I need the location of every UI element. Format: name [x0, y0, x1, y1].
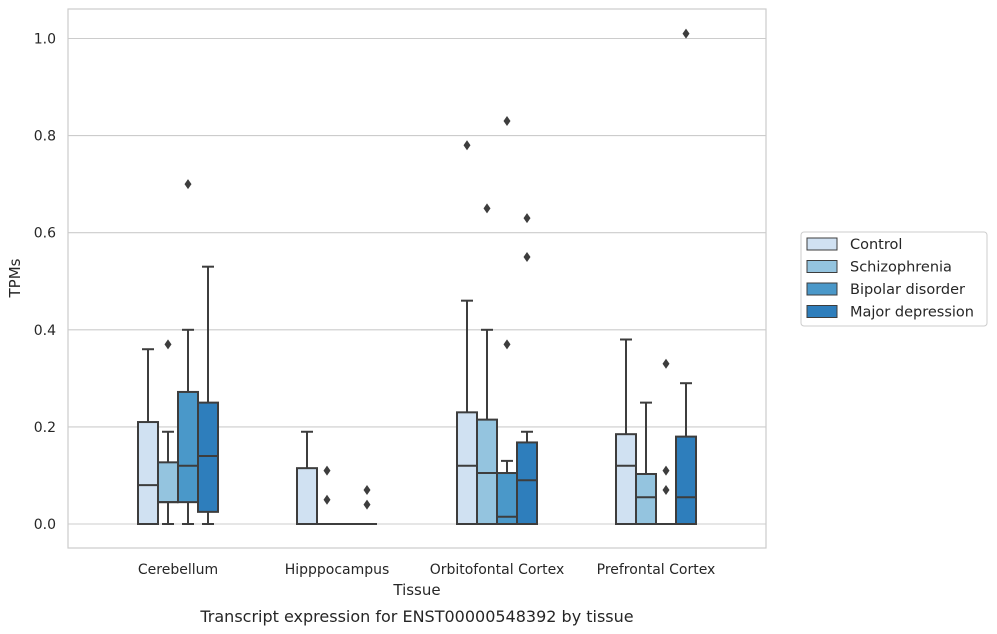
- box-body: [615, 433, 637, 525]
- box-body: [516, 441, 538, 526]
- legend-swatch: [806, 260, 838, 273]
- x-tick-label: Hipppocampus: [285, 562, 390, 578]
- box-body: [456, 411, 478, 525]
- box-2-3: [656, 358, 676, 525]
- box-3-0: [197, 265, 219, 525]
- box-0-2: [456, 140, 478, 525]
- box-body: [177, 390, 199, 504]
- box-body: [635, 472, 657, 525]
- outlier-point: [503, 116, 511, 127]
- outlier-point: [164, 339, 172, 350]
- legend-swatch: [806, 305, 838, 318]
- outlier-point: [463, 140, 471, 151]
- x-tick-label: Orbitofontal Cortex: [430, 562, 565, 578]
- box-groups: [137, 28, 697, 526]
- box-body: [296, 467, 318, 526]
- box-3-3: [675, 28, 697, 525]
- y-axis-label: TPMs: [6, 258, 24, 298]
- legend-label: Major depression: [850, 305, 974, 321]
- outlier-point: [323, 465, 331, 476]
- x-tick-label: Prefrontal Cortex: [597, 562, 716, 578]
- box-body: [137, 421, 159, 526]
- box-1-0: [157, 339, 179, 525]
- outlier-point: [523, 213, 531, 224]
- outlier-point: [323, 494, 331, 505]
- y-tick-label: 0.4: [34, 323, 56, 339]
- outlier-point: [503, 339, 511, 350]
- legend-frame: [800, 231, 988, 327]
- outlier-point: [184, 179, 192, 190]
- box-body: [675, 435, 697, 525]
- y-axis-ticks: 0.0 0.2 0.4 0.6 0.8 1.0: [34, 32, 56, 534]
- y-tick-label: 0.6: [34, 226, 56, 242]
- box-0-3: [615, 338, 637, 525]
- y-tick-label: 0.2: [34, 420, 56, 436]
- box-1-3: [635, 401, 657, 525]
- y-tick-label: 0.0: [34, 517, 56, 533]
- x-tick-label: Cerebellum: [138, 562, 218, 578]
- outlier-point: [363, 485, 371, 496]
- box-2-2: [496, 116, 518, 525]
- legend-label: Control: [850, 237, 902, 253]
- legend-swatch: [806, 282, 838, 296]
- outlier-point: [523, 251, 531, 262]
- x-axis-label: Tissue: [392, 581, 440, 599]
- legend-label: Schizophrenia: [850, 260, 952, 276]
- box-1-1: [317, 465, 337, 525]
- box-0-0: [137, 348, 159, 526]
- box-body: [157, 461, 179, 504]
- chart-caption: Transcript expression for ENST0000054839…: [199, 607, 633, 626]
- box-3-2: [516, 213, 538, 526]
- box-body: [476, 418, 498, 525]
- outlier-point: [662, 358, 670, 369]
- box-0-1: [296, 430, 318, 526]
- box-1-2: [476, 203, 498, 525]
- outlier-point: [682, 28, 690, 39]
- plot-area-frame: [67, 8, 767, 549]
- x-axis-ticks: Cerebellum Hipppocampus Orbitofontal Corte…: [138, 562, 715, 578]
- legend-swatch: [806, 237, 838, 251]
- outlier-point: [662, 465, 670, 476]
- outlier-point: [483, 203, 491, 214]
- y-tick-label: 1.0: [34, 32, 56, 48]
- legend-label: Bipolar disorder: [850, 282, 965, 298]
- outlier-point: [662, 485, 670, 496]
- y-tick-label: 0.8: [34, 129, 56, 145]
- box-body: [197, 401, 219, 513]
- outlier-point: [363, 499, 371, 510]
- legend: Control Schizophrenia Bipolar disorder Majo…: [800, 231, 988, 327]
- box-3-1: [357, 485, 377, 525]
